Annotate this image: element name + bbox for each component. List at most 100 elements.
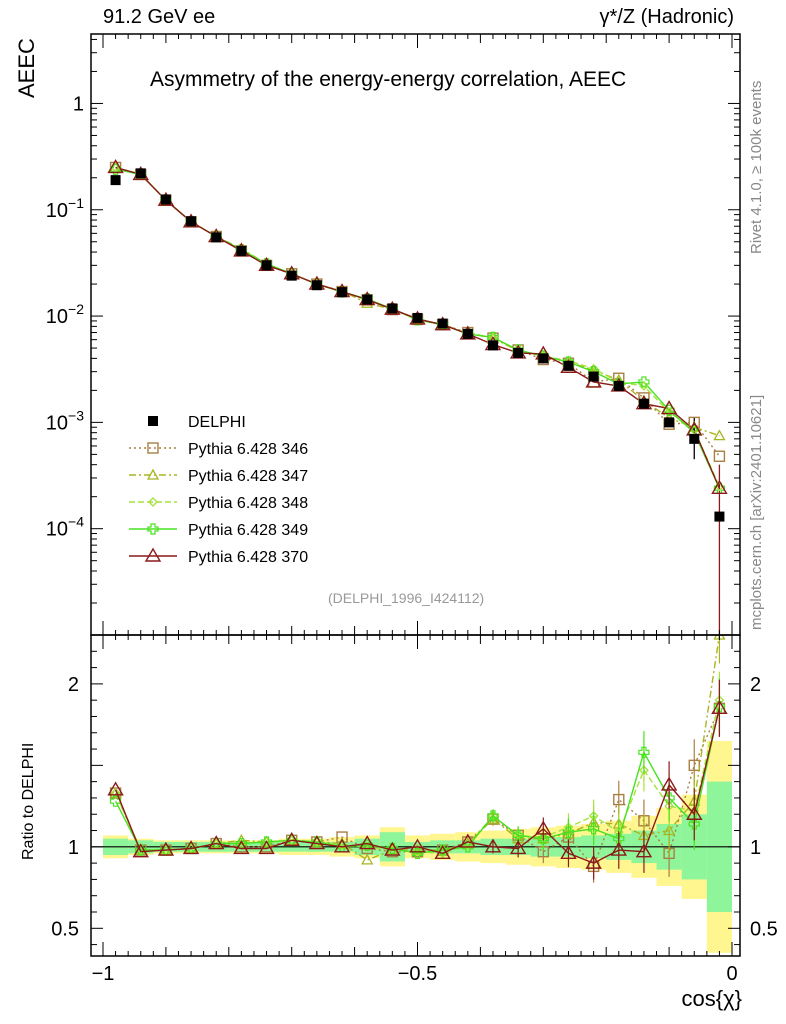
data-point xyxy=(362,294,373,305)
tick-base: 10 xyxy=(46,200,68,222)
data-point xyxy=(664,407,675,417)
data-point xyxy=(462,328,473,339)
data-point xyxy=(613,380,624,391)
y-tick-label: 10−4 xyxy=(46,514,84,541)
ratio-point xyxy=(110,788,121,798)
data-point xyxy=(563,360,574,371)
legend-label: Pythia 6.428 348 xyxy=(188,495,308,512)
ratio-panel-frame xyxy=(90,634,741,957)
legend-marker xyxy=(144,547,162,562)
ratio-point xyxy=(537,833,549,845)
ratio-point xyxy=(233,840,250,855)
data-point xyxy=(337,287,348,298)
x-tick-label: −0.5 xyxy=(398,963,437,985)
data-point xyxy=(160,194,171,205)
ratio-y-tick-label-right: 2 xyxy=(750,674,761,696)
ratio-point xyxy=(613,833,625,845)
data-point xyxy=(107,159,124,174)
tick-base: 10 xyxy=(46,412,68,434)
tick-exponent: −4 xyxy=(68,514,84,530)
x-axis-label: cos{χ} xyxy=(681,986,742,1011)
data-point xyxy=(487,340,498,351)
legend-marker xyxy=(148,497,158,507)
data-point xyxy=(236,245,247,256)
ratio-point xyxy=(487,810,499,822)
data-point xyxy=(437,318,448,329)
ratio-point xyxy=(484,838,502,853)
main-panel-frame xyxy=(90,33,741,636)
tick-base: 10 xyxy=(46,519,68,541)
ratio-point xyxy=(613,793,625,806)
plot-title: Asymmetry of the energy-energy correlati… xyxy=(150,68,627,91)
main-series xyxy=(107,159,728,635)
ratio-point xyxy=(157,841,175,856)
ratio-point xyxy=(535,820,552,835)
y-tick-label: 10−1 xyxy=(46,195,84,222)
ratio-point xyxy=(412,846,423,857)
ratio-point xyxy=(509,840,527,855)
ratio-point xyxy=(283,831,300,847)
y-tick-label: 10−2 xyxy=(46,301,84,328)
ratio-point xyxy=(308,835,326,850)
ratio-point xyxy=(409,838,426,853)
data-point xyxy=(186,216,197,227)
data-point xyxy=(638,376,650,388)
ratio-point xyxy=(358,835,376,850)
ratio-point xyxy=(132,843,149,858)
ratio-point xyxy=(686,805,703,820)
ratio-point xyxy=(361,839,373,851)
ratio-point xyxy=(361,853,374,865)
y-tick-label: 10−3 xyxy=(46,407,84,434)
data-point xyxy=(689,433,700,444)
legend-label: Pythia 6.428 346 xyxy=(188,441,308,458)
x-tick-label: 0 xyxy=(726,963,737,985)
data-point xyxy=(639,381,649,391)
data-point xyxy=(588,371,599,382)
ratio-point xyxy=(635,843,653,858)
legend-marker xyxy=(148,416,158,426)
legend: DELPHI Pythia 6.428 346 Pythia 6.428 347 Py… xyxy=(129,414,308,566)
ratio-point xyxy=(588,823,600,835)
data-point xyxy=(663,404,675,416)
data-point xyxy=(513,347,524,358)
ratio-point xyxy=(109,795,122,807)
data-point xyxy=(638,398,649,409)
data-point xyxy=(664,417,675,428)
ratio-point xyxy=(639,765,649,776)
data-point xyxy=(538,353,549,364)
ratio-point xyxy=(236,838,247,849)
process-label: γ*/Z (Hadronic) xyxy=(599,6,734,28)
ratio-point xyxy=(434,844,451,860)
ratio-point xyxy=(610,841,627,856)
ratio-y-tick-label: 2 xyxy=(68,674,79,696)
ratio-point xyxy=(560,844,577,860)
data-point xyxy=(261,260,272,271)
legend-marker xyxy=(147,442,159,454)
ratio-point xyxy=(208,835,225,850)
legend-label: DELPHI xyxy=(188,414,246,431)
ratio-y-tick-label: 1 xyxy=(68,837,79,859)
ratio-point xyxy=(711,699,728,715)
series-line xyxy=(115,166,720,437)
analysis-id: (DELPHI_1996_I424112) xyxy=(328,590,485,606)
ratio-y-tick-label-right: 0.5 xyxy=(750,918,778,940)
legend-marker xyxy=(147,523,159,535)
data-point xyxy=(211,232,222,243)
ratio-point xyxy=(333,838,351,853)
ratio-y-tick-label-right: 1 xyxy=(750,837,761,859)
data-point xyxy=(412,312,423,323)
legend-label: Pythia 6.428 349 xyxy=(188,522,308,539)
data-point xyxy=(286,270,297,281)
data-point xyxy=(311,280,322,291)
ratio-point xyxy=(663,792,675,804)
ratio-point xyxy=(258,840,275,855)
legend-label: Pythia 6.428 370 xyxy=(188,549,308,566)
data-point xyxy=(109,163,122,175)
series-line xyxy=(115,166,721,487)
tick-exponent: −2 xyxy=(68,301,84,317)
ratio-series xyxy=(107,635,728,883)
data-point xyxy=(135,168,146,179)
ratio-point xyxy=(384,841,401,856)
data-point xyxy=(110,175,121,186)
